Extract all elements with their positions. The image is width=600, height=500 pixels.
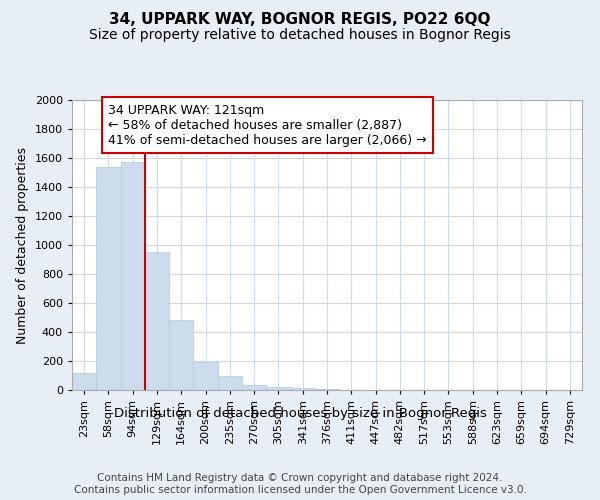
Bar bbox=[169, 320, 193, 390]
Text: Contains HM Land Registry data © Crown copyright and database right 2024.
Contai: Contains HM Land Registry data © Crown c… bbox=[74, 474, 526, 495]
Text: 34 UPPARK WAY: 121sqm
← 58% of detached houses are smaller (2,887)
41% of semi-d: 34 UPPARK WAY: 121sqm ← 58% of detached … bbox=[109, 104, 427, 146]
Text: Distribution of detached houses by size in Bognor Regis: Distribution of detached houses by size … bbox=[113, 408, 487, 420]
Bar bbox=[145, 252, 169, 390]
Bar bbox=[193, 362, 218, 390]
Y-axis label: Number of detached properties: Number of detached properties bbox=[16, 146, 29, 344]
Bar bbox=[121, 162, 145, 390]
Bar bbox=[96, 166, 121, 390]
Bar bbox=[242, 385, 266, 390]
Text: 34, UPPARK WAY, BOGNOR REGIS, PO22 6QQ: 34, UPPARK WAY, BOGNOR REGIS, PO22 6QQ bbox=[109, 12, 491, 28]
Bar bbox=[218, 376, 242, 390]
Bar bbox=[72, 374, 96, 390]
Bar bbox=[290, 388, 315, 390]
Bar bbox=[266, 387, 290, 390]
Text: Size of property relative to detached houses in Bognor Regis: Size of property relative to detached ho… bbox=[89, 28, 511, 42]
